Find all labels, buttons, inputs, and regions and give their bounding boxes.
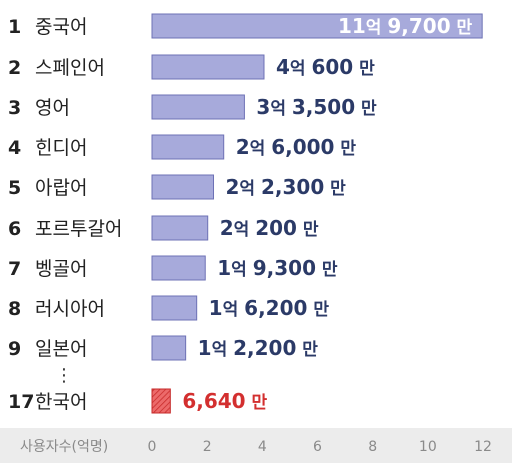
value-part: 3,500 xyxy=(292,95,355,119)
language-label-4: 힌디어 xyxy=(35,137,87,159)
value-part: 6,000 xyxy=(271,135,334,159)
x-axis-band xyxy=(0,428,512,463)
rank-label-6: 6 xyxy=(8,218,21,240)
gap-marker: ⋮ xyxy=(55,365,73,386)
x-tick-2: 2 xyxy=(203,439,212,455)
value-part: 억 xyxy=(250,139,272,159)
x-tick-6: 6 xyxy=(313,439,322,455)
bar-1 xyxy=(151,13,483,39)
bar-5 xyxy=(151,174,215,200)
x-tick-8: 8 xyxy=(368,439,377,455)
value-label-5: 2억 2,300 만 xyxy=(226,175,347,199)
value-part: 1 xyxy=(217,256,231,280)
value-part: 만 xyxy=(451,18,473,38)
value-part: 2,200 xyxy=(233,336,296,360)
rank-label-4: 4 xyxy=(8,137,21,159)
value-label-6: 2억 200 만 xyxy=(220,216,319,240)
value-part: 억 xyxy=(212,340,234,360)
value-label-2: 4억 600 만 xyxy=(276,55,375,79)
value-part: 2 xyxy=(236,135,250,159)
language-label-5: 아랍어 xyxy=(35,177,87,199)
value-label-4: 2억 6,000 만 xyxy=(236,135,357,159)
bar-17 xyxy=(151,388,171,414)
value-part: 억 xyxy=(290,59,312,79)
bar-9 xyxy=(151,335,187,361)
bar-6 xyxy=(151,215,209,241)
value-part: 만 xyxy=(297,220,319,240)
value-part: 1 xyxy=(198,336,212,360)
value-label-9: 1억 2,200 만 xyxy=(198,336,319,360)
x-tick-10: 10 xyxy=(419,439,437,455)
value-part: 만 xyxy=(353,59,375,79)
value-part: 만 xyxy=(334,139,356,159)
x-tick-0: 0 xyxy=(148,439,157,455)
bar-4 xyxy=(151,134,225,160)
rank-label-1: 1 xyxy=(8,16,21,38)
value-part: 6,640 xyxy=(182,389,245,413)
value-part: 6,200 xyxy=(244,296,307,320)
value-part: 만 xyxy=(307,300,329,320)
language-label-7: 벵골어 xyxy=(35,258,87,280)
value-part: 3 xyxy=(256,95,270,119)
value-label-1: 11억 9,700 만 xyxy=(338,14,473,38)
value-part: 2 xyxy=(226,175,240,199)
rank-label-7: 7 xyxy=(8,258,21,280)
value-part: 억 xyxy=(223,300,245,320)
value-part: 200 xyxy=(255,216,297,240)
value-part: 1 xyxy=(209,296,223,320)
value-part: 억 xyxy=(366,18,388,38)
x-tick-4: 4 xyxy=(258,439,267,455)
value-label-3: 3억 3,500 만 xyxy=(256,95,377,119)
x-axis-title: 사용자수(억명) xyxy=(20,439,108,455)
rank-label-3: 3 xyxy=(8,97,21,119)
bar-7 xyxy=(151,255,206,281)
value-part: 만 xyxy=(355,99,377,119)
value-part: 4 xyxy=(276,55,290,79)
value-label-7: 1억 9,300 만 xyxy=(217,256,338,280)
language-label-6: 포르투갈어 xyxy=(35,218,122,240)
language-label-17: 한국어 xyxy=(35,391,87,413)
value-part: 만 xyxy=(296,340,318,360)
value-part: 11 xyxy=(338,14,366,38)
bar-2 xyxy=(151,54,265,80)
value-part: 만 xyxy=(246,393,268,413)
value-part: 2,300 xyxy=(261,175,324,199)
x-tick-12: 12 xyxy=(474,439,492,455)
value-part: 2 xyxy=(220,216,234,240)
language-label-8: 러시아어 xyxy=(35,298,105,320)
language-label-2: 스페인어 xyxy=(35,57,105,79)
language-label-9: 일본어 xyxy=(35,338,87,360)
value-part: 억 xyxy=(239,179,261,199)
rank-label-9: 9 xyxy=(8,338,21,360)
value-part: 억 xyxy=(234,220,256,240)
rank-label-5: 5 xyxy=(8,177,21,199)
value-part: 9,300 xyxy=(253,256,316,280)
value-label-8: 1억 6,200 만 xyxy=(209,296,330,320)
value-part: 600 xyxy=(311,55,353,79)
bar-8 xyxy=(151,295,198,321)
rank-label-17: 17 xyxy=(8,391,34,413)
language-label-1: 중국어 xyxy=(35,16,87,38)
value-part: 억 xyxy=(270,99,292,119)
value-part: 만 xyxy=(316,260,338,280)
value-part: 9,700 xyxy=(387,14,450,38)
rank-label-8: 8 xyxy=(8,298,21,320)
language-label-3: 영어 xyxy=(35,97,70,119)
value-label-17: 6,640 만 xyxy=(182,389,267,413)
value-part: 만 xyxy=(324,179,346,199)
rank-label-2: 2 xyxy=(8,57,21,79)
value-part: 억 xyxy=(231,260,253,280)
bar-3 xyxy=(151,94,245,120)
